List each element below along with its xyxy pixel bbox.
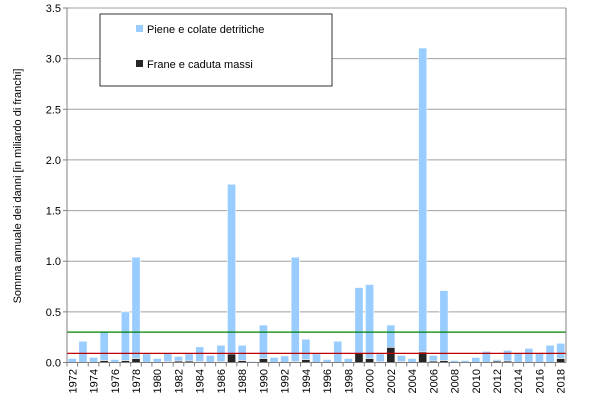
bar-piene bbox=[365, 284, 375, 359]
x-tick-label: 2004 bbox=[407, 369, 419, 393]
bar-piene bbox=[205, 355, 215, 363]
bar-piene bbox=[152, 358, 162, 363]
bar-piene bbox=[535, 353, 544, 363]
bar-piene bbox=[471, 357, 481, 363]
y-tick-label: 0.0 bbox=[46, 358, 61, 370]
x-tick-label: 1984 bbox=[195, 369, 207, 393]
x-tick-label: 1990 bbox=[258, 369, 270, 393]
x-tick-label: 1980 bbox=[152, 369, 164, 393]
bar-piene bbox=[280, 355, 290, 363]
y-tick-label: 1.0 bbox=[46, 256, 61, 268]
reference-lines bbox=[67, 331, 566, 355]
bar-piene bbox=[163, 353, 173, 362]
legend-label-piene: Piene e colate detritiche bbox=[147, 24, 264, 36]
bar-piene bbox=[269, 357, 279, 363]
y-tick-labels: 0.0 0.5 1.0 1.5 2.0 2.5 3.0 3.5 bbox=[46, 3, 61, 370]
bar-piene bbox=[258, 324, 268, 359]
x-tick-label: 1998 bbox=[343, 369, 355, 393]
bar-frane bbox=[556, 358, 566, 363]
bar-piene bbox=[78, 340, 88, 363]
bar-piene bbox=[439, 290, 449, 361]
y-tick-label: 3.5 bbox=[46, 3, 61, 15]
bar-frane bbox=[258, 358, 268, 363]
bar-piene bbox=[142, 353, 152, 363]
x-tick-label: 1986 bbox=[216, 369, 228, 393]
bar-piene bbox=[386, 324, 396, 348]
bar-piene bbox=[418, 47, 428, 353]
bar-piene bbox=[524, 348, 534, 363]
legend-swatch-frane bbox=[136, 60, 143, 67]
bar-piene bbox=[407, 358, 417, 363]
bar-piene bbox=[290, 256, 300, 362]
x-tick-label: 1976 bbox=[110, 369, 122, 393]
bar-frane bbox=[365, 358, 375, 363]
bars bbox=[67, 47, 566, 363]
y-tick-label: 0.5 bbox=[46, 307, 61, 319]
x-tick-labels: 1972 1974 1976 1978 1980 1982 1984 1986 1988 1990… bbox=[67, 369, 567, 393]
bar-piene bbox=[120, 311, 130, 361]
bar-piene bbox=[428, 355, 438, 362]
bar-piene bbox=[184, 353, 194, 362]
axes bbox=[63, 7, 567, 367]
bar-piene bbox=[301, 338, 311, 360]
x-tick-label: 2010 bbox=[471, 369, 483, 393]
bar-piene bbox=[195, 346, 205, 362]
x-tick-label: 1978 bbox=[131, 369, 143, 393]
bar-piene bbox=[354, 287, 364, 354]
x-tick-label: 2012 bbox=[492, 369, 504, 393]
bar-frane bbox=[131, 358, 141, 363]
x-tick-label: 2008 bbox=[450, 369, 462, 393]
x-tick-label: 1972 bbox=[67, 369, 79, 393]
bar-piene bbox=[227, 183, 237, 355]
bar-piene bbox=[89, 357, 98, 363]
x-tick-label: 1982 bbox=[173, 369, 185, 393]
x-tick-label: 2006 bbox=[428, 369, 440, 393]
bar-piene bbox=[131, 256, 141, 359]
x-tick-label: 2000 bbox=[365, 369, 377, 393]
x-tick-label: 1994 bbox=[301, 369, 313, 393]
bar-piene bbox=[375, 353, 385, 362]
bar-frane bbox=[354, 353, 364, 363]
bar-piene bbox=[312, 353, 321, 363]
y-tick-label: 2.0 bbox=[46, 155, 61, 167]
x-tick-label: 1996 bbox=[322, 369, 334, 393]
bar-piene bbox=[556, 342, 566, 359]
y-tick-label: 3.0 bbox=[46, 54, 61, 66]
x-tick-label: 1992 bbox=[280, 369, 292, 393]
bar-piene bbox=[513, 353, 523, 363]
bar-piene bbox=[492, 359, 502, 362]
x-tick-label: 1974 bbox=[89, 369, 101, 393]
legend-swatch-piene bbox=[136, 25, 143, 32]
bar-piene bbox=[343, 358, 353, 363]
bar-piene bbox=[174, 356, 183, 362]
bar-piene bbox=[396, 355, 406, 362]
bar-piene bbox=[503, 350, 513, 362]
legend: Piene e colate detritiche Frane e caduta… bbox=[99, 13, 333, 87]
x-tick-label: 2016 bbox=[534, 369, 546, 393]
bar-piene bbox=[67, 358, 77, 363]
bar-frane bbox=[386, 347, 396, 363]
x-tick-label: 2002 bbox=[386, 369, 398, 393]
y-tick-label: 2.5 bbox=[46, 104, 61, 116]
bar-piene bbox=[333, 340, 343, 363]
bar-frane bbox=[227, 353, 237, 363]
legend-label-frane: Frane e caduta massi bbox=[147, 59, 253, 71]
x-tick-label: 2018 bbox=[556, 369, 568, 393]
bar-piene bbox=[99, 330, 109, 361]
x-tick-label: 1988 bbox=[237, 369, 249, 393]
y-tick-label: 1.5 bbox=[46, 206, 61, 218]
x-tick-label: 2014 bbox=[513, 369, 525, 393]
y-axis-label: Somma annuale dei danni [in miliardo di … bbox=[12, 69, 24, 304]
